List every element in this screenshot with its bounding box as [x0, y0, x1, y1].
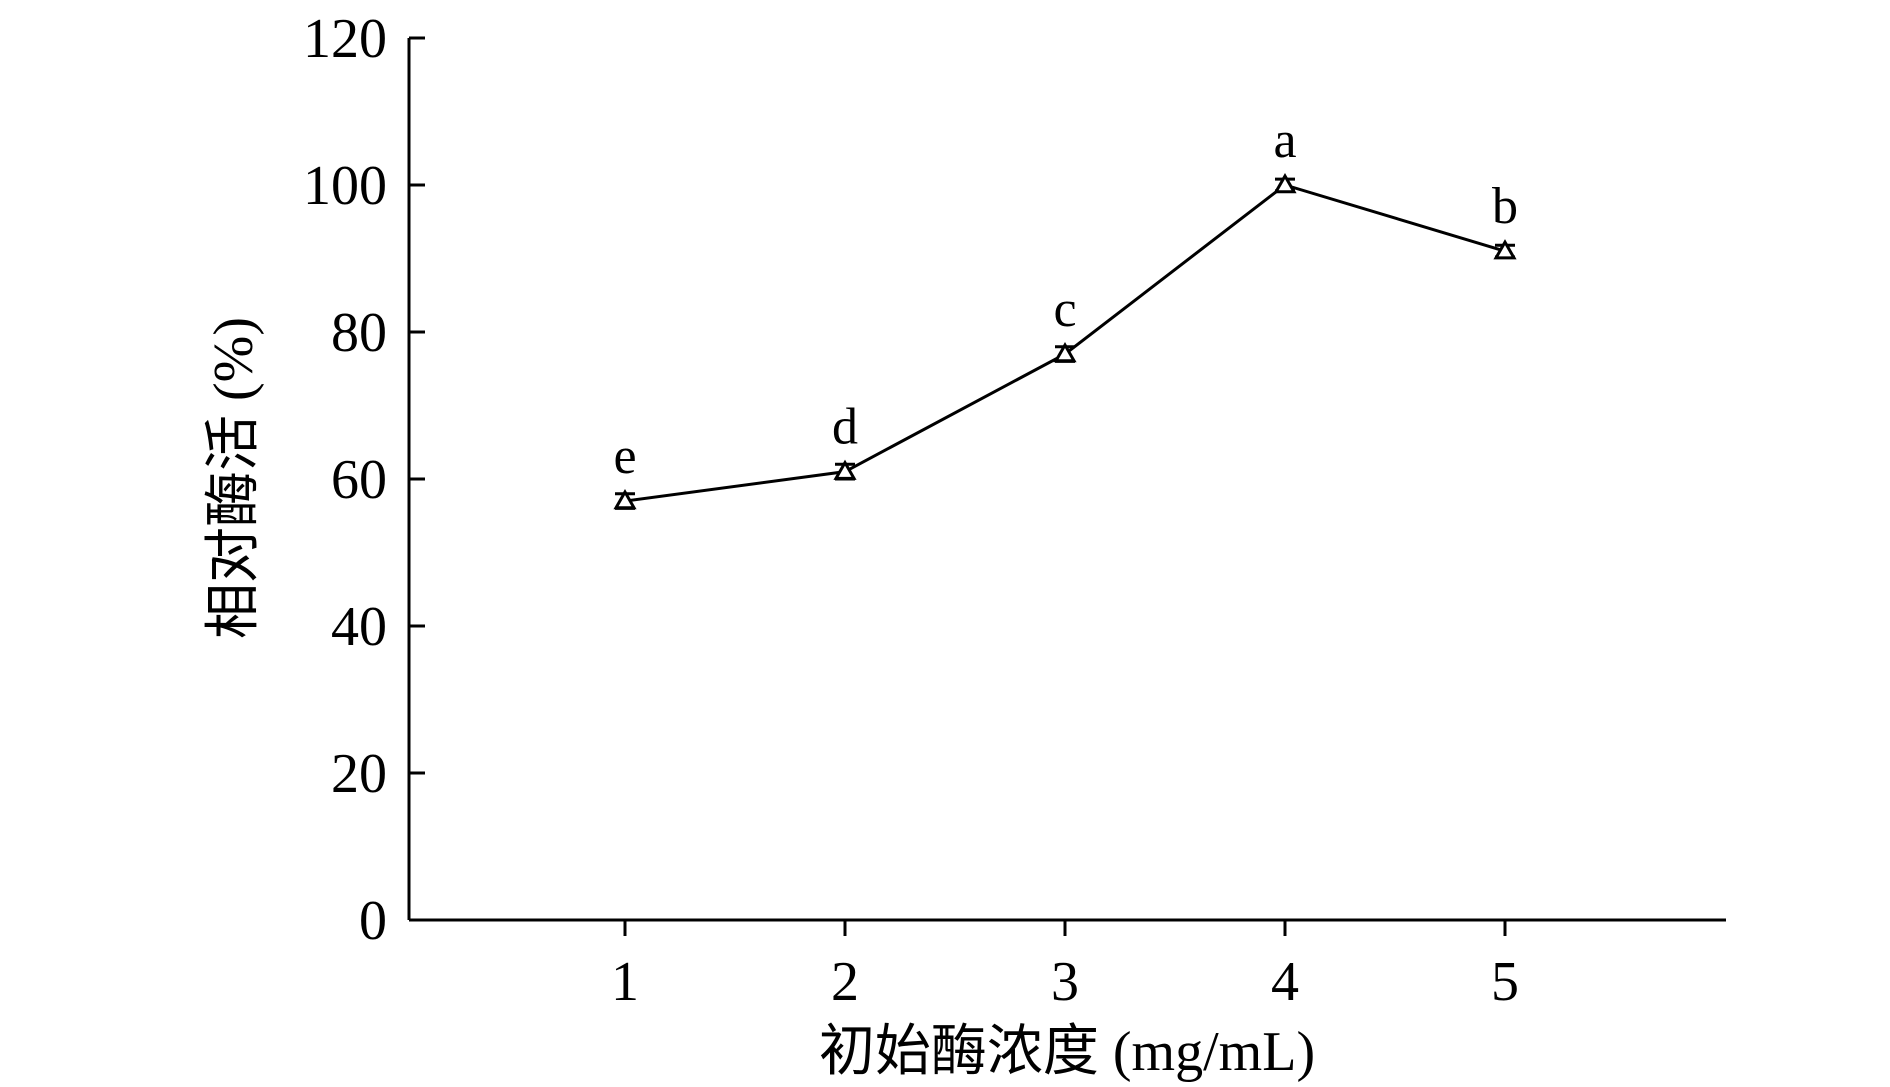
x-tick-label: 1	[611, 951, 639, 1013]
y-tick-label: 0	[359, 890, 387, 952]
x-tick-label: 5	[1491, 951, 1519, 1013]
y-axis-title: 相对酶活 (%)	[203, 317, 265, 639]
data-point-marker	[613, 489, 637, 510]
x-tick-label: 3	[1051, 951, 1079, 1013]
y-tick-label: 80	[331, 302, 387, 364]
significance-label: c	[1053, 281, 1076, 338]
data-point-marker	[833, 459, 857, 480]
data-point-marker	[1053, 342, 1077, 363]
x-axis-title: 初始酶浓度 (mg/mL)	[819, 1021, 1315, 1083]
x-tick-label: 4	[1271, 951, 1299, 1013]
x-axis-ticks: 1 2 3 4 5	[611, 920, 1519, 1013]
y-tick-label: 40	[331, 596, 387, 658]
significance-label: a	[1273, 112, 1296, 169]
series-group: e d c a b	[613, 112, 1518, 510]
data-point-marker	[1273, 172, 1297, 194]
y-tick-label: 20	[331, 743, 387, 805]
y-tick-label: 120	[303, 8, 387, 70]
x-tick-label: 2	[831, 951, 859, 1013]
data-point-marker	[1493, 239, 1517, 260]
y-axis-ticks: 0 20 40 60 80 100 120	[303, 8, 425, 952]
y-tick-label: 100	[303, 155, 387, 217]
axes	[407, 38, 1726, 922]
significance-label: b	[1492, 178, 1518, 235]
significance-label: d	[832, 399, 858, 456]
y-tick-label: 60	[331, 449, 387, 511]
significance-label: e	[613, 428, 636, 485]
